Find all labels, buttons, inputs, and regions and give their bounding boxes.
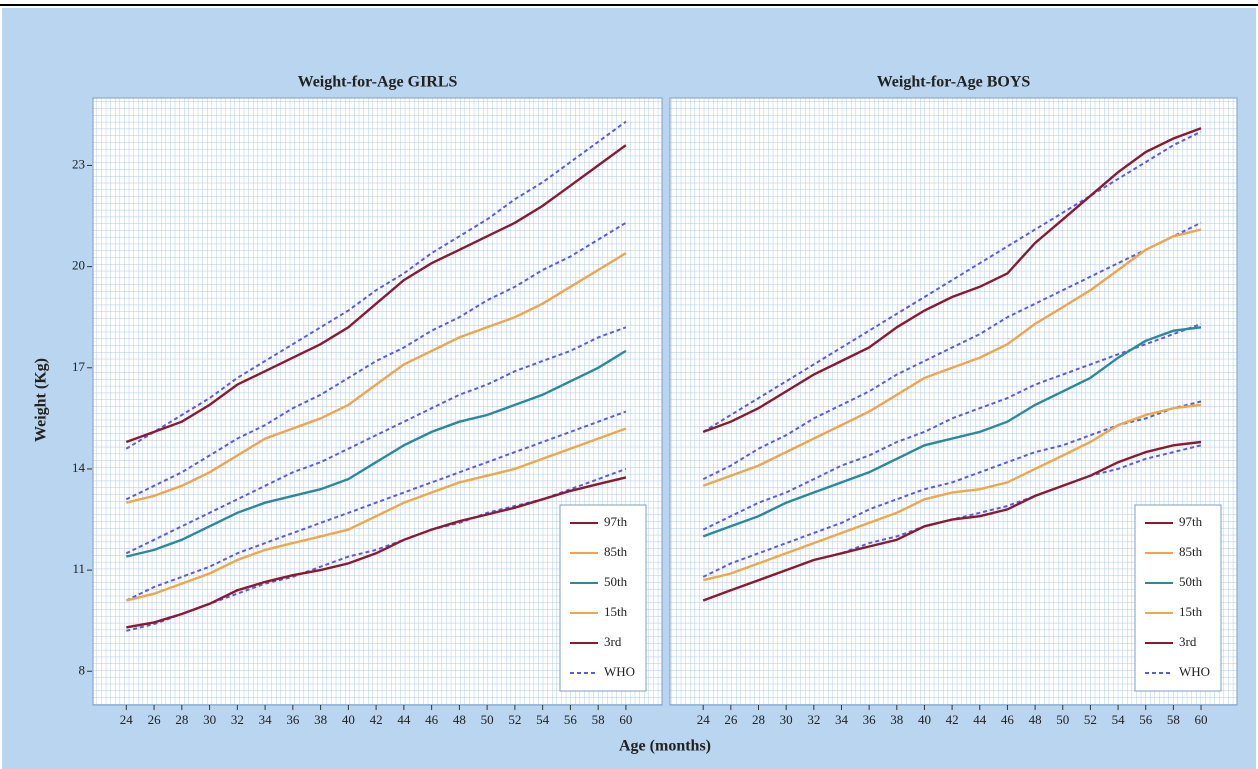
legend-label: 15th — [604, 604, 628, 619]
legend-label: 50th — [604, 574, 628, 589]
legend-box — [1134, 504, 1222, 692]
panel-title: Weight-for-Age BOYS — [877, 74, 1031, 91]
who-curve — [125, 326, 627, 555]
who-curve — [125, 221, 627, 501]
x-tick-label: 38 — [314, 712, 327, 727]
x-tick-label: 24 — [120, 712, 134, 727]
x-tick-label: 24 — [697, 712, 711, 727]
x-axis-label: Age (months) — [619, 738, 711, 755]
who-curve — [702, 130, 1202, 433]
x-tick-label: 56 — [564, 712, 578, 727]
x-tick-label: 28 — [752, 712, 765, 727]
x-tick-label: 52 — [508, 712, 521, 727]
x-tick-label: 54 — [536, 712, 550, 727]
x-tick-label: 54 — [1112, 712, 1126, 727]
y-tick-label: 14 — [72, 460, 86, 475]
x-tick-label: 42 — [370, 712, 383, 727]
legend-label: 15th — [1179, 604, 1203, 619]
legend-label: 85th — [1179, 544, 1203, 559]
x-tick-label: 38 — [890, 712, 903, 727]
x-tick-label: 28 — [175, 712, 188, 727]
x-tick-label: 60 — [1195, 712, 1208, 727]
x-tick-label: 36 — [286, 712, 300, 727]
series-line — [126, 252, 627, 504]
x-tick-label: 58 — [592, 712, 605, 727]
who-curve — [702, 221, 1202, 480]
legend-box — [559, 504, 647, 692]
series-line — [126, 427, 627, 602]
legend-label: 3rd — [604, 634, 622, 649]
series-line — [126, 349, 627, 558]
series-line — [702, 440, 1202, 602]
series-line — [702, 228, 1202, 487]
x-tick-label: 32 — [231, 712, 244, 727]
x-tick-label: 56 — [1139, 712, 1153, 727]
x-tick-label: 26 — [724, 712, 738, 727]
legend-label: WHO — [1179, 664, 1210, 679]
x-tick-label: 42 — [946, 712, 959, 727]
legend-label: 97th — [1179, 514, 1203, 529]
series-line — [126, 476, 627, 629]
panel-title: Weight-for-Age GIRLS — [298, 74, 458, 91]
y-axis-label: Weight (Kg) — [33, 358, 50, 442]
x-tick-label: 26 — [148, 712, 162, 727]
x-tick-label: 34 — [835, 712, 849, 727]
series-line — [702, 326, 1202, 538]
legend-label: 50th — [1179, 574, 1203, 589]
x-tick-label: 34 — [259, 712, 273, 727]
x-tick-label: 60 — [619, 712, 632, 727]
legend-label: 85th — [604, 544, 628, 559]
series-line — [702, 403, 1202, 582]
x-tick-label: 48 — [453, 712, 466, 727]
x-tick-label: 30 — [203, 712, 216, 727]
series-line — [125, 144, 627, 444]
x-tick-label: 36 — [863, 712, 877, 727]
who-curve — [125, 410, 627, 602]
x-tick-label: 40 — [918, 712, 931, 727]
legend-label: WHO — [604, 664, 635, 679]
x-tick-label: 46 — [425, 712, 439, 727]
x-tick-label: 50 — [1056, 712, 1069, 727]
x-tick-label: 46 — [1001, 712, 1015, 727]
x-tick-label: 40 — [342, 712, 355, 727]
series-line — [702, 127, 1202, 434]
y-tick-label: 8 — [79, 662, 86, 677]
x-tick-label: 48 — [1029, 712, 1042, 727]
who-curve — [125, 120, 627, 450]
legend-label: 3rd — [1179, 634, 1197, 649]
who-curve — [702, 322, 1202, 531]
y-tick-label: 17 — [72, 359, 86, 374]
x-tick-label: 50 — [481, 712, 494, 727]
legend-label: 97th — [604, 514, 628, 529]
x-tick-label: 44 — [397, 712, 411, 727]
x-tick-label: 58 — [1167, 712, 1180, 727]
x-tick-label: 44 — [973, 712, 987, 727]
x-tick-label: 30 — [780, 712, 793, 727]
y-tick-label: 20 — [72, 258, 85, 273]
x-tick-label: 32 — [807, 712, 820, 727]
y-tick-label: 11 — [72, 561, 85, 576]
y-tick-label: 23 — [72, 156, 85, 171]
x-tick-label: 52 — [1084, 712, 1097, 727]
